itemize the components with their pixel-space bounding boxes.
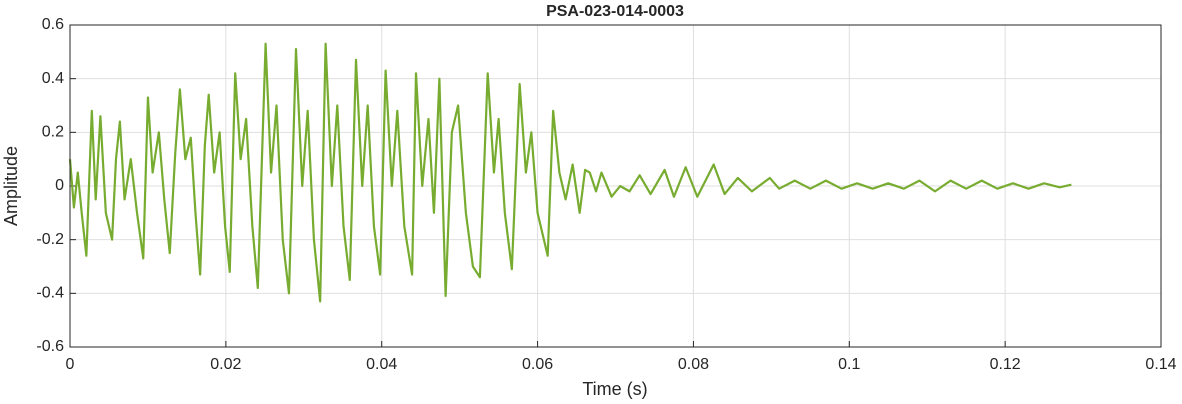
- x-tick-label: 0.12: [990, 356, 1021, 373]
- y-tick-label: 0.4: [42, 70, 64, 87]
- y-tick-label: 0.6: [42, 16, 64, 33]
- x-tick-label: 0.06: [522, 356, 553, 373]
- x-axis-label: Time (s): [582, 379, 647, 399]
- x-tick-label: 0.14: [1145, 356, 1176, 373]
- plot-frame: [69, 24, 1162, 348]
- y-tick-label: -0.2: [36, 231, 64, 248]
- x-tick-label: 0.02: [210, 356, 241, 373]
- y-tick-label: -0.4: [36, 285, 64, 302]
- y-tick-label: 0.2: [42, 124, 64, 141]
- x-tick-label: 0.04: [366, 356, 397, 373]
- x-tick-label: 0: [66, 356, 75, 373]
- y-tick-label: -0.6: [36, 338, 64, 355]
- y-axis-label: Amplitude: [1, 146, 21, 226]
- data-line: [68, 42, 1072, 303]
- y-tick-label: 0: [55, 177, 64, 194]
- x-tick-label: 0.08: [678, 356, 709, 373]
- x-tick-label: 0.1: [838, 356, 860, 373]
- chart-title: PSA-023-014-0003: [546, 3, 684, 20]
